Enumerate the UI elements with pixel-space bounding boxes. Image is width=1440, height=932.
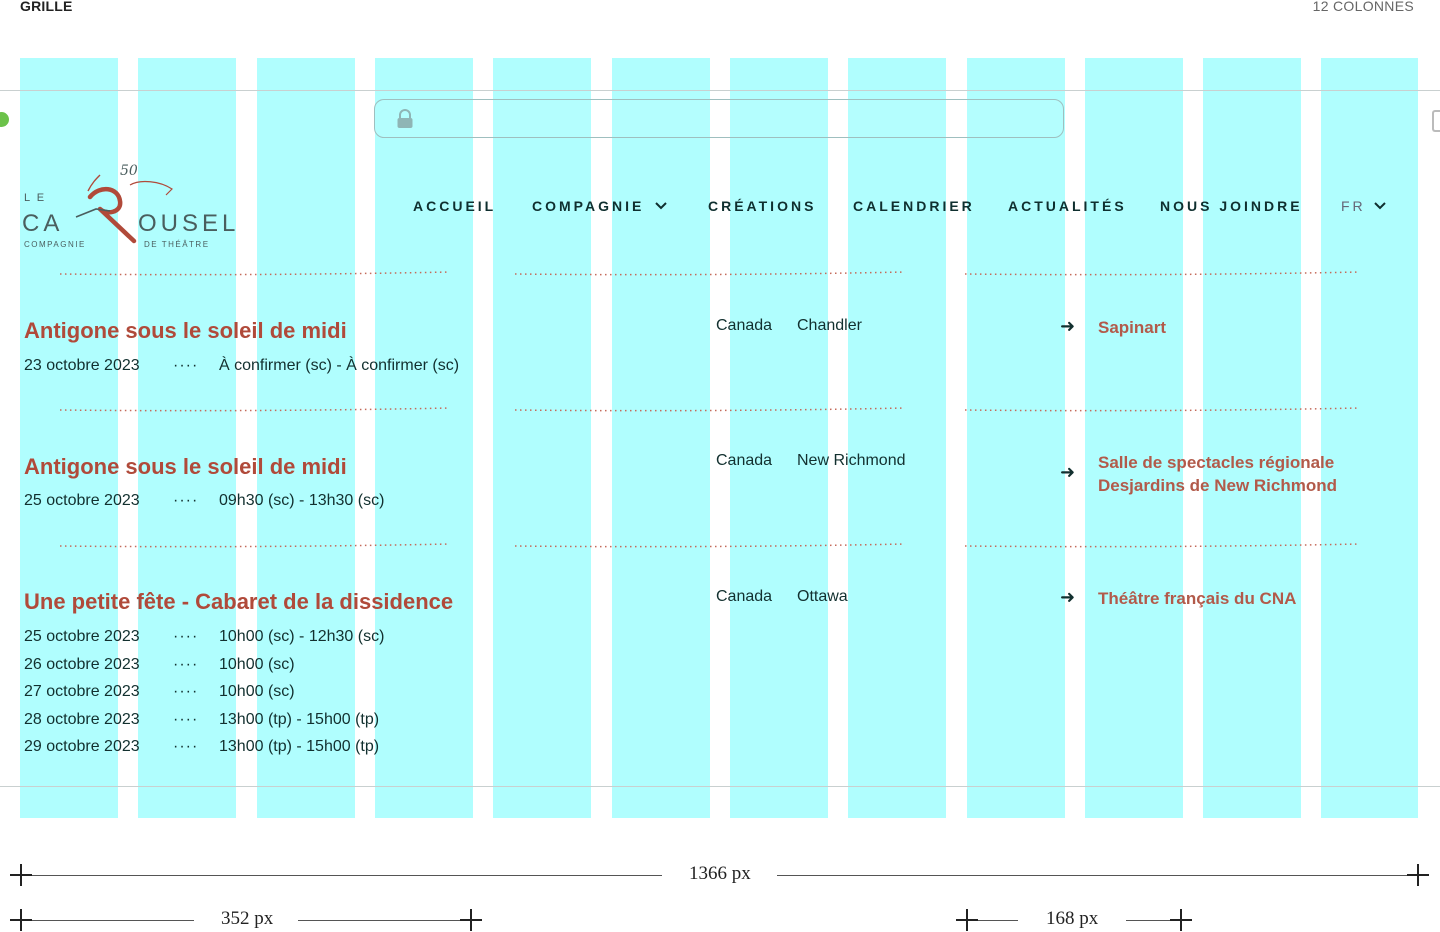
event-date: 29 octobre 2023 [24, 738, 140, 755]
event-date: 25 octobre 2023 [24, 492, 140, 509]
grid-column [730, 58, 828, 818]
separator-line [964, 543, 1361, 548]
event-time: 09h30 (sc) - 13h30 (sc) [219, 492, 385, 509]
grid-column [138, 58, 236, 818]
dimension-total: 1366 px [689, 863, 751, 884]
event-title[interactable]: Antigone sous le soleil de midi [24, 454, 347, 479]
event-time: 10h00 (sc) [219, 656, 295, 673]
logo-sub-left: COMPAGNIE [24, 240, 86, 249]
event-time: À confirmer (sc) - À confirmer (sc) [219, 357, 460, 374]
separator-line [59, 271, 451, 276]
dimension-line [32, 875, 662, 876]
separator-line [514, 407, 906, 412]
grid-column [1203, 58, 1301, 818]
event-time: 13h00 (tp) - 15h00 (tp) [219, 711, 380, 728]
crosshair-marker [460, 909, 482, 931]
page-bottom-divider [0, 786, 1440, 787]
separator-line [964, 407, 1361, 412]
event-date: 27 octobre 2023 [24, 683, 140, 700]
event-venue-link[interactable]: Sapinart [1098, 318, 1167, 337]
grid-column [375, 58, 473, 818]
dimension-line [978, 920, 1018, 921]
arrow-right-icon: ➜ [1060, 587, 1076, 607]
event-title[interactable]: Une petite fête - Cabaret de la dissiden… [24, 589, 454, 614]
nav-calendrier[interactable]: CALENDRIER [853, 198, 975, 214]
dimension-line [298, 920, 460, 921]
dotted-separators [59, 271, 1361, 548]
site-logo[interactable]: L E CA 50 OUSEL COMPAGNIE DE THÉÂTRE [20, 155, 245, 255]
date-separator: ···· [173, 492, 199, 509]
nav-creations[interactable]: CRÉATIONS [708, 198, 817, 214]
grid-column [493, 58, 591, 818]
chevron-down-icon[interactable] [655, 201, 667, 211]
separator-line [514, 271, 906, 276]
crosshair-marker [10, 864, 32, 886]
event-country: Canada [716, 588, 773, 605]
dimension-left-span: 352 px [221, 908, 274, 929]
grid-label: GRILLE [20, 0, 73, 14]
browser-top-divider [0, 90, 1440, 91]
chevron-down-icon[interactable] [1374, 201, 1386, 211]
grid-column [612, 58, 710, 818]
logo-le: L E [24, 192, 46, 204]
arrow-right-icon: ➜ [1060, 462, 1076, 482]
event-venue-link[interactable]: Salle de spectacles régionale Desjardins… [1098, 453, 1337, 495]
event-title[interactable]: Antigone sous le soleil de midi [24, 318, 347, 343]
logo-sub-right: DE THÉÂTRE [144, 240, 210, 249]
grid-column [1321, 58, 1418, 818]
grid-column [20, 58, 118, 818]
event-date: 26 octobre 2023 [24, 656, 140, 673]
grid-column [848, 58, 946, 818]
event-date: 25 octobre 2023 [24, 628, 140, 645]
dimension-line [777, 875, 1407, 876]
logo-50: 50 [120, 163, 138, 179]
separator-line [514, 543, 906, 548]
date-separator: ···· [173, 357, 199, 374]
date-separator: ···· [173, 656, 199, 673]
event-date: 23 octobre 2023 [24, 357, 140, 374]
separator-line [59, 407, 451, 412]
lock-icon [397, 109, 413, 128]
nav-nous-joindre[interactable]: NOUS JOINDRE [1160, 198, 1303, 214]
date-separator: ···· [173, 711, 199, 728]
window-control-dot[interactable] [0, 112, 9, 127]
crosshair-marker [1170, 909, 1192, 931]
event-country: Canada [716, 452, 773, 469]
columns-label: 12 COLONNES [1312, 0, 1414, 14]
grid-column [967, 58, 1065, 818]
event-venue-link[interactable]: Théâtre français du CNA [1098, 589, 1297, 608]
event-time: 10h00 (sc) - 12h30 (sc) [219, 628, 385, 645]
event-city: Chandler [797, 317, 862, 334]
nav-compagnie[interactable]: COMPAGNIE [532, 198, 645, 214]
dimension-line [32, 920, 194, 921]
event-city: New Richmond [797, 452, 906, 469]
event-city: Ottawa [797, 588, 848, 605]
carrousel-logo-mark: L E CA 50 OUSEL COMPAGNIE DE THÉÂTRE [22, 163, 239, 249]
crosshair-marker [956, 909, 978, 931]
dimension-right-span: 168 px [1046, 908, 1099, 929]
nav-actualites[interactable]: ACTUALITÉS [1008, 198, 1127, 214]
nav-accueil[interactable]: ACCUEIL [413, 198, 497, 214]
crosshair-marker [1407, 864, 1429, 886]
separator-line [59, 543, 451, 548]
date-separator: ···· [173, 628, 199, 645]
event-time: 10h00 (sc) [219, 683, 295, 700]
date-separator: ···· [173, 683, 199, 700]
separator-line [964, 271, 1361, 276]
language-selector[interactable]: FR [1341, 198, 1366, 214]
grid-column [257, 58, 355, 818]
dimension-line [1126, 920, 1170, 921]
arrow-right-icon: ➜ [1060, 316, 1076, 336]
event-time: 13h00 (tp) - 15h00 (tp) [219, 738, 380, 755]
logo-ca: CA [22, 210, 63, 237]
grid-column [1085, 58, 1183, 818]
event-country: Canada [716, 317, 773, 334]
crosshair-marker [10, 909, 32, 931]
sidebar-edge-icon[interactable] [1432, 110, 1440, 132]
logo-rousel: OUSEL [138, 210, 239, 237]
address-bar[interactable] [374, 99, 1064, 138]
event-date: 28 octobre 2023 [24, 711, 140, 728]
date-separator: ···· [173, 738, 199, 755]
